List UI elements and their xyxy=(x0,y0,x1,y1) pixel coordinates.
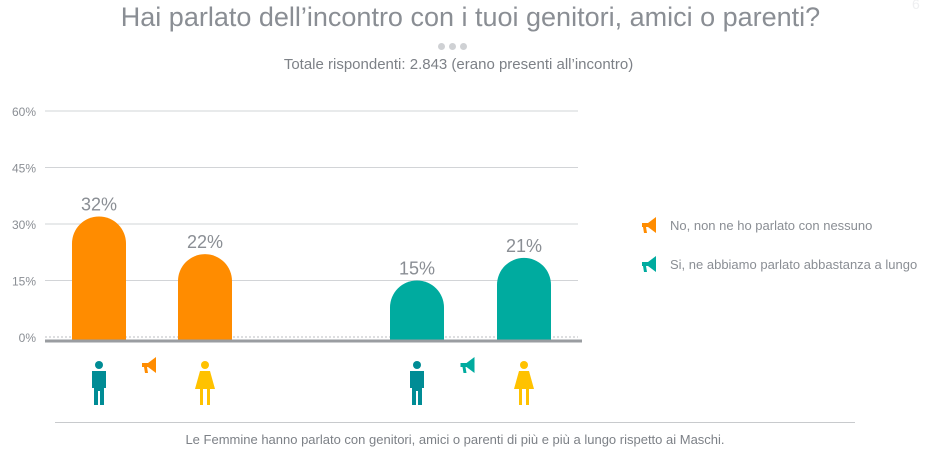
legend-label: Si, ne abbiamo parlato abbastanza a lung… xyxy=(670,256,918,272)
legend-label: No, non ne ho parlato con nessuno xyxy=(670,217,873,233)
male-icon xyxy=(410,371,424,405)
page-number: 6 xyxy=(912,0,920,12)
y-tick-label: 15% xyxy=(12,275,36,289)
data-label: 15% xyxy=(399,259,435,279)
bar xyxy=(390,280,444,341)
data-label: 32% xyxy=(81,194,117,214)
bar xyxy=(72,216,126,341)
pagination-dots[interactable] xyxy=(438,37,471,55)
chart-title: Hai parlato dell’incontro con i tuoi gen… xyxy=(120,2,821,32)
y-tick-label: 60% xyxy=(12,105,36,119)
y-tick-label: 0% xyxy=(19,331,37,345)
male-icon xyxy=(413,361,421,369)
footnote: Le Femmine hanno parlato con genitori, a… xyxy=(185,432,725,447)
data-label: 22% xyxy=(187,232,223,252)
data-label: 21% xyxy=(506,236,542,256)
bar xyxy=(497,257,551,341)
y-tick-label: 30% xyxy=(12,218,36,232)
megaphone-icon xyxy=(642,256,656,272)
female-icon xyxy=(201,361,209,369)
megaphone-icon xyxy=(642,217,656,233)
female-icon xyxy=(195,371,215,405)
megaphone-icon xyxy=(460,357,475,373)
male-icon xyxy=(92,371,106,405)
legend-item-si: Si, ne abbiamo parlato abbastanza a lung… xyxy=(640,253,917,275)
female-icon xyxy=(520,361,528,369)
male-icon xyxy=(95,361,103,369)
bar xyxy=(178,254,232,341)
legend-item-no: No, non ne ho parlato con nessuno xyxy=(640,214,872,236)
divider xyxy=(55,422,855,423)
female-icon xyxy=(514,371,534,405)
chart-subtitle: Totale rispondenti: 2.843 (erano present… xyxy=(283,56,634,73)
megaphone-icon xyxy=(142,357,156,373)
y-tick-label: 45% xyxy=(12,162,36,176)
